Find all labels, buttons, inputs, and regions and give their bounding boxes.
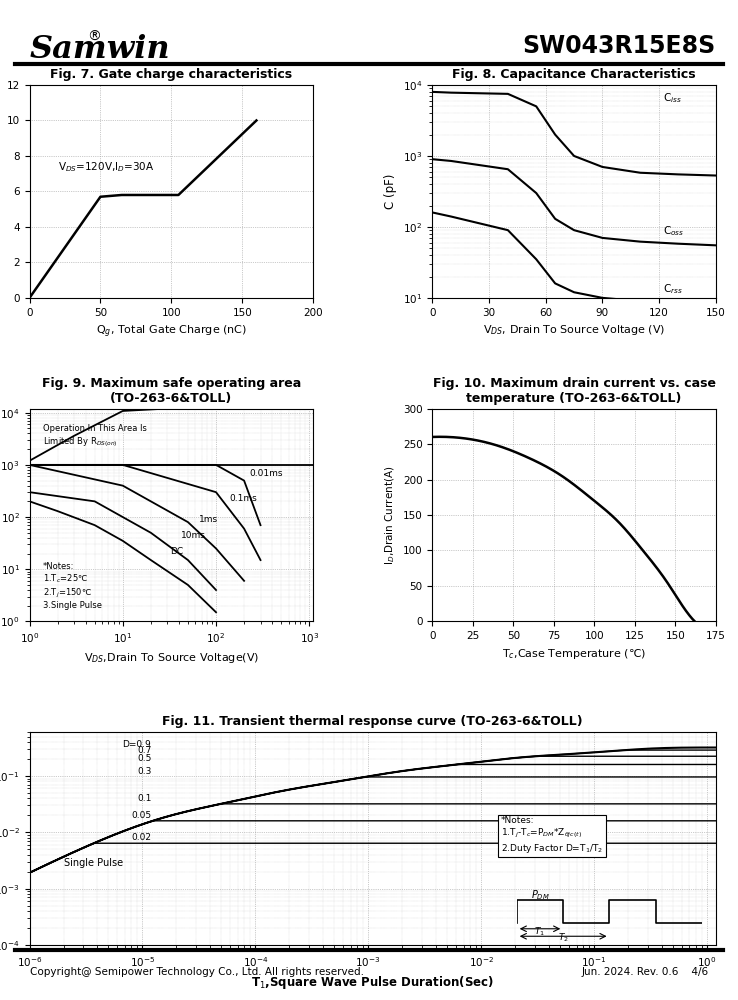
Y-axis label: V$_{GS}$, Gate To Source Voltage(V): V$_{GS}$, Gate To Source Voltage(V) — [0, 110, 1, 273]
Text: D=0.9: D=0.9 — [123, 740, 151, 749]
Text: C$_{oss}$: C$_{oss}$ — [663, 224, 684, 238]
Text: Jun. 2024. Rev. 0.6    4/6: Jun. 2024. Rev. 0.6 4/6 — [582, 967, 708, 977]
Text: 0.1ms: 0.1ms — [230, 494, 258, 503]
Text: SW043R15E8S: SW043R15E8S — [523, 34, 716, 58]
Text: C$_{iss}$: C$_{iss}$ — [663, 91, 682, 105]
Title: Fig. 10. Maximum drain current vs. case
temperature (TO-263-6&TOLL): Fig. 10. Maximum drain current vs. case … — [432, 377, 716, 405]
X-axis label: T$_c$,Case Temperature (℃): T$_c$,Case Temperature (℃) — [502, 647, 646, 661]
Text: 0.1: 0.1 — [137, 794, 151, 803]
Text: 1ms: 1ms — [199, 515, 218, 524]
Text: Single Pulse: Single Pulse — [63, 858, 123, 868]
Text: V$_{DS}$=120V,I$_D$=30A: V$_{DS}$=120V,I$_D$=30A — [58, 160, 154, 174]
Text: 0.01ms: 0.01ms — [249, 469, 283, 478]
Text: 0.7: 0.7 — [137, 746, 151, 755]
Text: Copyright@ Semipower Technology Co., Ltd. All rights reserved.: Copyright@ Semipower Technology Co., Ltd… — [30, 967, 364, 977]
Text: C$_{rss}$: C$_{rss}$ — [663, 282, 683, 296]
Text: 0.02: 0.02 — [131, 833, 151, 842]
Text: 10ms: 10ms — [181, 531, 206, 540]
Text: Samwin: Samwin — [30, 34, 170, 65]
Text: ®: ® — [87, 30, 101, 44]
Title: Fig. 9. Maximum safe operating area
(TO-263-6&TOLL): Fig. 9. Maximum safe operating area (TO-… — [42, 377, 301, 405]
Text: Operation In This Area Is
Limited By R$_{DS(on)}$: Operation In This Area Is Limited By R$_… — [43, 424, 147, 449]
X-axis label: Q$_g$, Total Gate Charge (nC): Q$_g$, Total Gate Charge (nC) — [96, 323, 246, 340]
Text: 0.3: 0.3 — [137, 767, 151, 776]
Title: Fig. 8. Capacitance Characteristics: Fig. 8. Capacitance Characteristics — [452, 68, 696, 81]
Text: 0.5: 0.5 — [137, 754, 151, 763]
Text: *Notes:
1.T$_c$=25℃
2.T$_j$=150℃
3.Single Pulse: *Notes: 1.T$_c$=25℃ 2.T$_j$=150℃ 3.Singl… — [43, 562, 102, 610]
X-axis label: V$_{DS}$,Drain To Source Voltage(V): V$_{DS}$,Drain To Source Voltage(V) — [83, 651, 259, 665]
Y-axis label: I$_D$,Drain Current(A): I$_D$,Drain Current(A) — [384, 465, 397, 565]
Text: 0.05: 0.05 — [131, 811, 151, 820]
X-axis label: T$_1$,Square Wave Pulse Duration(Sec): T$_1$,Square Wave Pulse Duration(Sec) — [251, 974, 494, 991]
Text: *Notes:
1.T$_j$-T$_c$=P$_{DM}$*Z$_{\theta jc(t)}$
2.Duty Factor D=T$_1$/T$_2$: *Notes: 1.T$_j$-T$_c$=P$_{DM}$*Z$_{\thet… — [501, 816, 604, 855]
X-axis label: V$_{DS}$, Drain To Source Voltage (V): V$_{DS}$, Drain To Source Voltage (V) — [483, 323, 665, 337]
Text: DC: DC — [170, 547, 183, 556]
Title: Fig. 7. Gate charge characteristics: Fig. 7. Gate charge characteristics — [50, 68, 292, 81]
Y-axis label: C (pF): C (pF) — [384, 174, 398, 209]
Title: Fig. 11. Transient thermal response curve (TO-263-6&TOLL): Fig. 11. Transient thermal response curv… — [162, 715, 583, 728]
